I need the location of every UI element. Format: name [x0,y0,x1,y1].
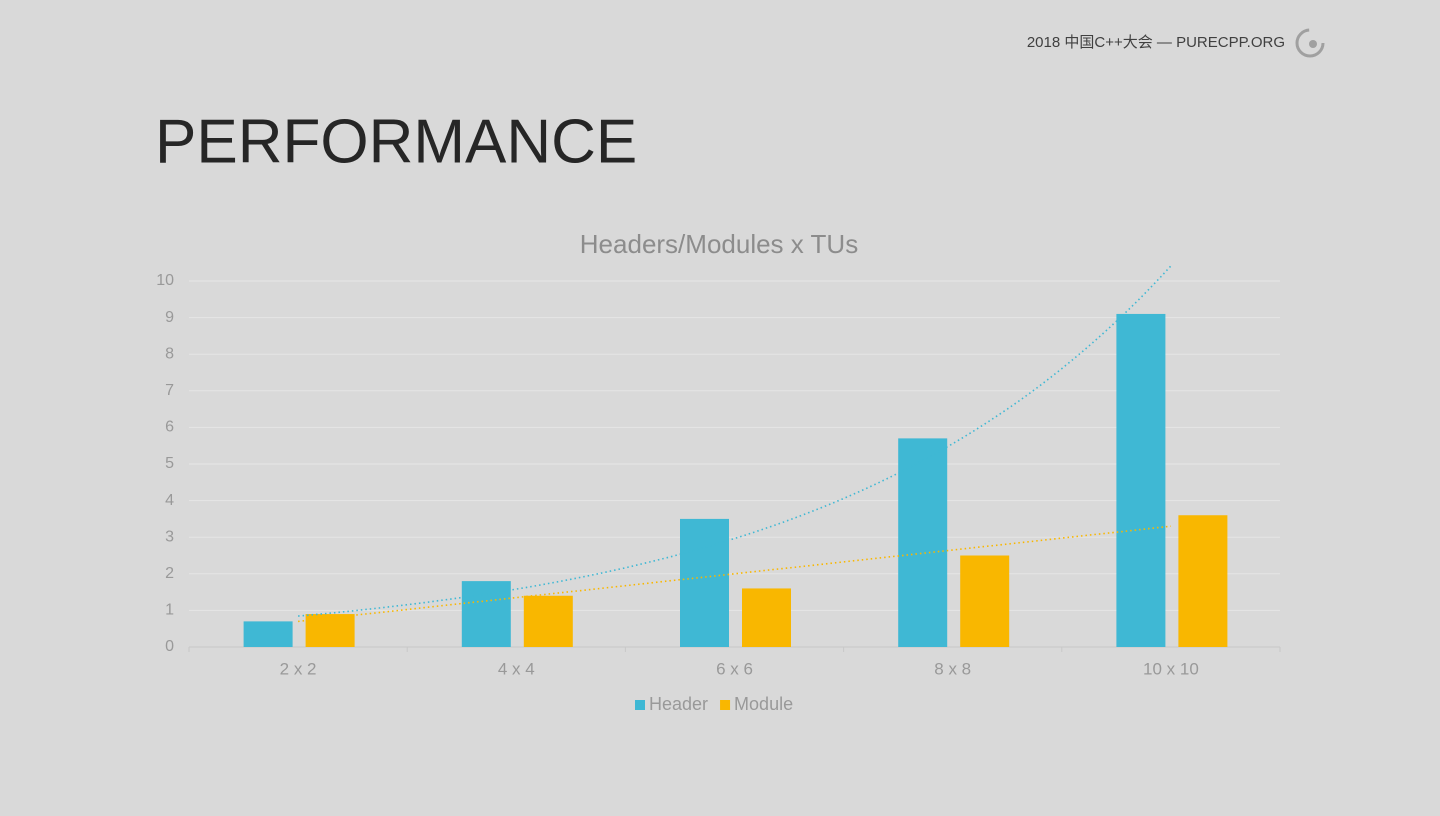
y-tick-label: 9 [165,309,174,326]
trendline [298,265,1172,617]
legend-swatch [635,700,645,710]
y-tick-label: 0 [165,638,174,655]
x-tick-label: 10 x 10 [1143,659,1199,678]
logo [1295,28,1325,58]
bar [243,621,293,647]
x-tick-label: 2 x 2 [280,659,317,678]
bar [305,614,355,647]
legend-swatch [720,700,731,710]
x-tick-label: 4 x 4 [498,659,535,678]
event-header: 2018 中国C++大会 — PURECPP.ORG [1027,34,1285,51]
legend-label: Module [734,694,793,714]
slide-title: PERFORMANCE [155,107,637,176]
bar [680,518,729,647]
legend-label: Header [649,694,708,714]
y-tick-label: 8 [165,345,174,362]
y-tick-label: 7 [165,382,174,399]
bar [1178,515,1228,647]
bar [960,555,1010,647]
bar [898,438,948,647]
y-tick-label: 2 [165,565,174,582]
x-tick-label: 6 x 6 [716,659,753,678]
bar [523,595,573,647]
y-tick-label: 6 [165,419,174,436]
bar [1116,313,1166,647]
x-tick-label: 8 x 8 [934,659,971,678]
y-tick-label: 1 [165,602,174,619]
y-tick-label: 5 [165,455,174,472]
y-tick-label: 10 [156,272,174,289]
y-tick-label: 4 [165,492,174,509]
bar [742,588,791,647]
y-tick-label: 3 [165,528,174,545]
bar [461,581,511,647]
chart-title: Headers/Modules x TUs [580,229,858,259]
